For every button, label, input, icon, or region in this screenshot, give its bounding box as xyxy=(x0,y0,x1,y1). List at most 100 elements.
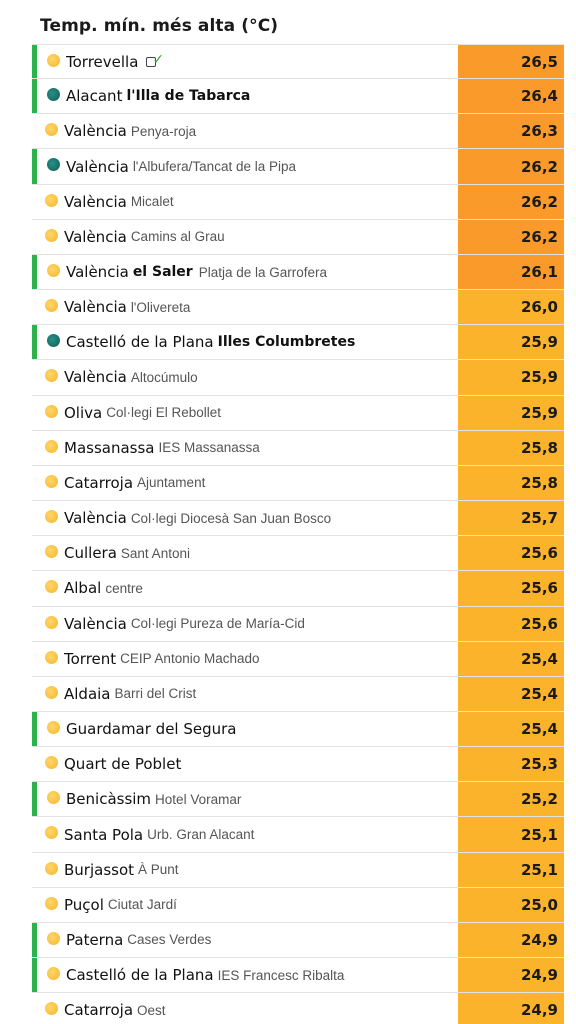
city-label: Cullera xyxy=(64,544,117,563)
sun-icon xyxy=(45,861,58,875)
official-station-marker xyxy=(32,79,37,114)
sun-icon xyxy=(47,54,60,67)
city-label: Torrent xyxy=(64,649,117,668)
station-name: Paterna Cases Verdes xyxy=(66,923,456,957)
table-row[interactable]: Quart de Poblet 25,3 xyxy=(32,747,564,783)
station-name: Castelló de la Plana IES Francesc Ribalta xyxy=(66,958,456,992)
table-row[interactable]: Cullera Sant Antoni 25,6 xyxy=(32,536,564,572)
station-name: València Col·legi Pureza de María-Cid xyxy=(64,607,454,641)
temperature-value: 26,2 xyxy=(458,184,564,219)
table-row[interactable]: València Camins al Grau 26,2 xyxy=(32,219,564,255)
city-label: València xyxy=(64,192,127,211)
city-label: Benicàssim xyxy=(66,790,152,809)
city-label: València xyxy=(64,122,127,141)
sun-icon xyxy=(45,615,58,629)
table-row[interactable]: Alacant l'Illa de Tabarca 26,4 xyxy=(32,79,564,115)
station-label: Oest xyxy=(137,1002,166,1018)
sun-icon xyxy=(45,193,58,207)
teal-dot-icon xyxy=(47,158,60,172)
temperature-value: 26,2 xyxy=(458,219,564,254)
table-row[interactable]: Catarroja Ajuntament 25,8 xyxy=(32,465,564,502)
table-row[interactable]: Aldaia Barri del Crist 25,4 xyxy=(32,676,564,712)
station-label: Urb. Gran Alacant xyxy=(147,827,255,843)
sun-icon xyxy=(45,896,58,910)
city-label: Aldaia xyxy=(64,684,111,703)
station-label: centre xyxy=(105,580,143,596)
sun-icon xyxy=(47,720,60,734)
station-label: IES Massanassa xyxy=(158,440,260,456)
station-label: Barri del Crist xyxy=(114,686,197,702)
table-row[interactable]: València Penya-roja 26,3 xyxy=(32,114,564,150)
table-row[interactable]: València Col·legi Diocesà San Juan Bosco 2… xyxy=(32,501,564,537)
sun-icon xyxy=(47,967,60,981)
table-row[interactable]: Catarroja Oest 24,9 xyxy=(32,993,564,1024)
temperature-value: 24,9 xyxy=(458,993,564,1024)
sun-icon xyxy=(47,263,60,277)
station-label: Micalet xyxy=(130,194,174,210)
sun-icon xyxy=(45,685,58,699)
table-row[interactable]: Castelló de la Plana IES Francesc Ribalta… xyxy=(32,958,564,994)
table-row[interactable]: Benicàssim Hotel Voramar 25,2 xyxy=(32,782,564,818)
table-row[interactable]: València el Saler Platja de la Garrofera 26… xyxy=(32,254,564,291)
station-name: Alacant l'Illa de Tabarca xyxy=(66,79,456,113)
station-name: Oliva Col·legi El Rebollet xyxy=(64,396,454,430)
station-label: Ajuntament xyxy=(137,475,206,491)
station-label: l'Olivereta xyxy=(130,299,191,315)
sun-icon xyxy=(45,510,58,524)
table-row[interactable]: Castelló de la Plana Illes Columbretes 25,… xyxy=(32,325,564,361)
station-name: València Altocúmulo xyxy=(64,360,454,394)
station-label: Camins al Grau xyxy=(130,229,225,245)
station-name: Torrent CEIP Antonio Machado xyxy=(64,642,454,676)
table-row[interactable]: València Altocúmulo 25,9 xyxy=(32,360,564,396)
teal-dot-icon xyxy=(47,334,60,348)
official-station-marker xyxy=(32,325,37,360)
city-label: València xyxy=(64,298,127,317)
table-row[interactable]: València Col·legi Pureza de María-Cid 25,6 xyxy=(32,606,564,642)
table-row[interactable]: Albal centre 25,6 xyxy=(32,571,564,607)
table-row[interactable]: Oliva Col·legi El Rebollet 25,9 xyxy=(32,395,564,431)
temperature-value: 25,9 xyxy=(458,325,564,360)
city-label: Santa Pola xyxy=(64,825,144,844)
table-row[interactable]: València l'Albufera/Tancat de la Pipa 26,2 xyxy=(32,149,564,185)
sun-icon xyxy=(47,931,60,945)
table-row[interactable]: Puçol Ciutat Jardí 25,0 xyxy=(32,887,564,923)
station-name: Guardamar del Segura xyxy=(66,712,456,746)
station-label: el Saler xyxy=(132,264,193,281)
sun-icon xyxy=(45,474,58,488)
temperature-value: 25,6 xyxy=(458,536,564,571)
station-name: Torrevella ✓ xyxy=(66,45,456,78)
table-row[interactable]: Santa Pola Urb. Gran Alacant 25,1 xyxy=(32,817,564,853)
table-row[interactable]: València l'Olivereta 26,0 xyxy=(32,290,564,326)
sun-icon xyxy=(45,123,58,137)
city-label: Puçol xyxy=(64,895,104,914)
station-name: Santa Pola Urb. Gran Alacant xyxy=(64,817,454,851)
temperature-value: 25,1 xyxy=(458,817,564,852)
city-label: Guardamar del Segura xyxy=(66,720,237,739)
station-name: València Camins al Grau xyxy=(64,220,454,254)
station-name: València Micalet xyxy=(64,185,454,219)
table-row[interactable]: València Micalet 26,2 xyxy=(32,184,564,220)
table-row[interactable]: Torrevella ✓ 26,5 xyxy=(32,44,564,80)
official-station-marker xyxy=(32,149,37,184)
city-label: València xyxy=(64,227,127,246)
temperature-value: 26,5 xyxy=(458,45,564,79)
table-row[interactable]: Massanassa IES Massanassa 25,8 xyxy=(32,430,564,466)
table-row[interactable]: Paterna Cases Verdes 24,9 xyxy=(32,922,564,959)
city-label: València xyxy=(64,509,127,528)
sun-icon xyxy=(45,826,58,840)
station-label: IES Francesc Ribalta xyxy=(217,967,345,983)
table-row[interactable]: Burjassot À Punt 25,1 xyxy=(32,852,564,888)
sun-icon xyxy=(45,650,58,664)
temperature-value: 26,0 xyxy=(458,290,564,325)
temperature-value: 26,1 xyxy=(458,254,564,290)
station-label: Col·legi Diocesà San Juan Bosco xyxy=(130,510,332,526)
city-label: Castelló de la Plana xyxy=(66,333,214,352)
station-label: Altocúmulo xyxy=(130,369,198,385)
station-name: Quart de Poblet xyxy=(64,747,454,781)
temperature-value: 25,0 xyxy=(458,887,564,922)
table-row[interactable]: Guardamar del Segura 25,4 xyxy=(32,711,564,748)
table-row[interactable]: Torrent CEIP Antonio Machado 25,4 xyxy=(32,641,564,677)
station-label: Penya-roja xyxy=(130,123,197,139)
official-station-marker xyxy=(32,958,37,993)
temperature-value: 25,4 xyxy=(458,676,564,711)
